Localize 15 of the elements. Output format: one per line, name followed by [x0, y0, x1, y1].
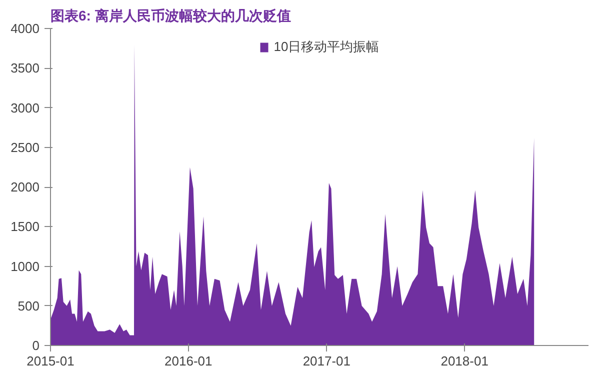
- x-tick-label: 2016-01: [164, 354, 212, 368]
- y-tick-label: 0: [32, 338, 40, 353]
- y-tick-label: 3000: [10, 100, 40, 116]
- y-tick-label: 1000: [10, 258, 40, 274]
- y-tick-label: 3500: [10, 60, 40, 76]
- x-tick-label: 2018-01: [440, 354, 488, 368]
- y-tick-label: 1500: [10, 219, 40, 234]
- y-tick-label: 500: [18, 298, 40, 314]
- chart-title: 图表6: 离岸人民币波幅较大的几次贬值: [50, 8, 291, 24]
- x-tick-label: 2017-01: [302, 354, 351, 368]
- y-tick-label: 2000: [10, 180, 40, 194]
- y-tick-label: 4000: [10, 21, 40, 36]
- x-tick-label: 2015-01: [26, 354, 74, 368]
- legend-label: 10日移动平均振幅: [274, 38, 380, 56]
- y-tick-label: 2500: [10, 140, 40, 155]
